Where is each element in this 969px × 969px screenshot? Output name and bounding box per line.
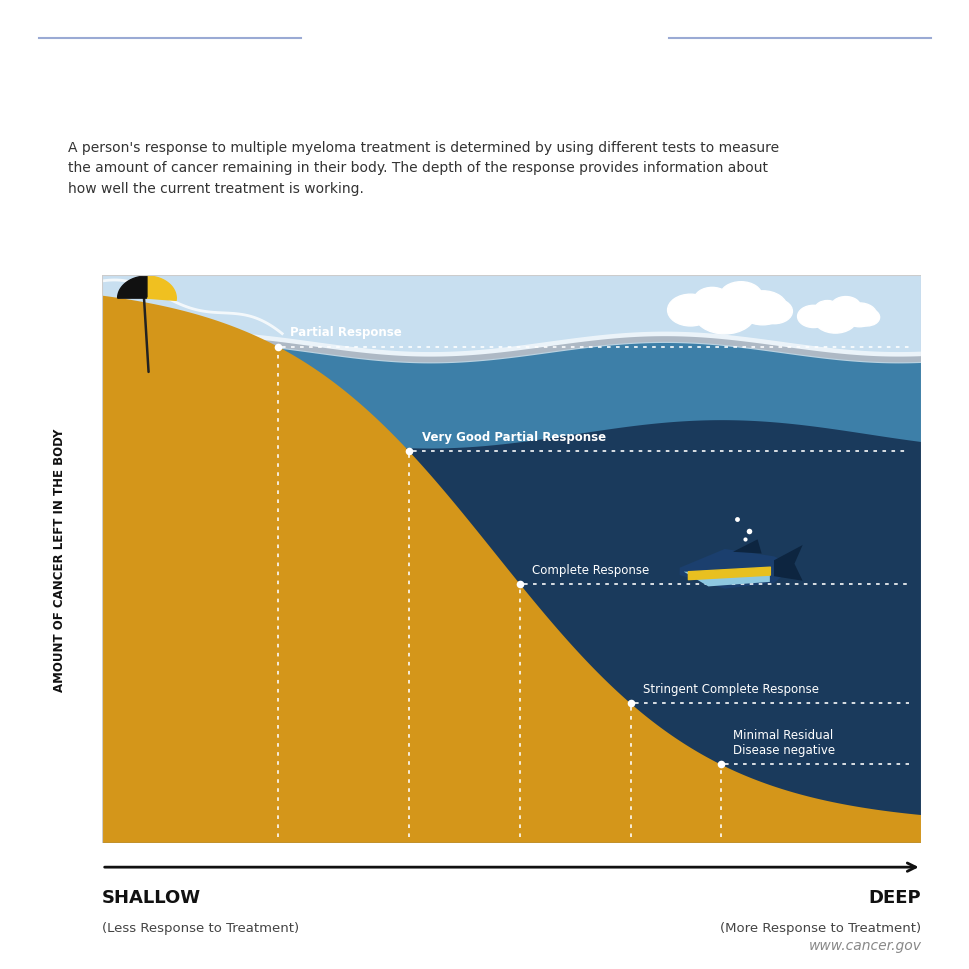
Text: www.cancer.gov: www.cancer.gov — [808, 938, 921, 952]
Circle shape — [814, 301, 839, 319]
Circle shape — [693, 292, 755, 334]
Text: Minimal Residual
Disease negative: Minimal Residual Disease negative — [733, 728, 834, 756]
Text: DEEP: DEEP — [868, 888, 921, 906]
Text: Very Good Partial Response: Very Good Partial Response — [422, 430, 605, 444]
Text: A person's response to multiple myeloma treatment is determined by using differe: A person's response to multiple myeloma … — [68, 141, 778, 196]
Text: (More Response to Treatment): (More Response to Treatment) — [720, 922, 921, 934]
Polygon shape — [146, 277, 176, 298]
Circle shape — [694, 288, 730, 313]
Polygon shape — [117, 277, 146, 298]
Polygon shape — [773, 546, 801, 581]
Polygon shape — [102, 276, 921, 843]
Polygon shape — [102, 342, 921, 449]
Circle shape — [719, 282, 762, 312]
Polygon shape — [102, 297, 921, 843]
Circle shape — [841, 303, 876, 328]
Polygon shape — [102, 337, 921, 843]
Polygon shape — [683, 572, 769, 587]
Text: Complete Response: Complete Response — [532, 563, 649, 576]
Text: SHALLOW: SHALLOW — [102, 888, 201, 906]
Text: NATIONAL CANCER INSTITUTE: NATIONAL CANCER INSTITUTE — [357, 31, 612, 47]
Circle shape — [854, 309, 879, 327]
Text: Stringent Complete Response: Stringent Complete Response — [642, 682, 818, 695]
Polygon shape — [146, 298, 176, 301]
Text: TREATMENT RESPONSE IN MULTIPLE MYELOMA: TREATMENT RESPONSE IN MULTIPLE MYELOMA — [139, 75, 830, 100]
Circle shape — [830, 297, 860, 318]
Text: Partial Response: Partial Response — [290, 326, 402, 339]
Text: AMOUNT OF CANCER LEFT IN THE BODY: AMOUNT OF CANCER LEFT IN THE BODY — [52, 428, 66, 691]
Circle shape — [756, 299, 792, 325]
Circle shape — [797, 306, 828, 328]
Circle shape — [813, 303, 857, 333]
Polygon shape — [679, 549, 794, 589]
Polygon shape — [102, 332, 921, 364]
Circle shape — [667, 295, 713, 327]
Text: (Less Response to Treatment): (Less Response to Treatment) — [102, 922, 298, 934]
Circle shape — [737, 292, 787, 326]
Polygon shape — [733, 540, 761, 554]
